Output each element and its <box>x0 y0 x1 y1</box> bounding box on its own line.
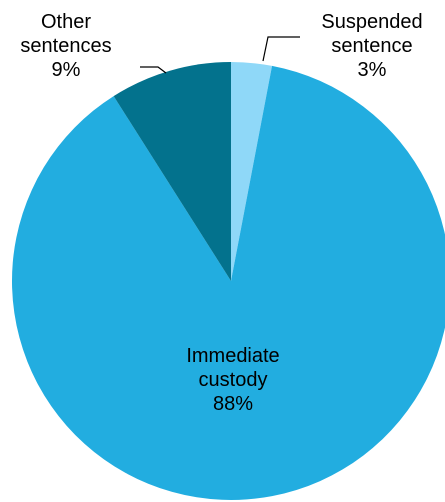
slice-category-label: Other <box>41 11 91 33</box>
pie-slice-immediate-custody <box>11 65 445 500</box>
slice-category-label: Suspended <box>321 11 422 33</box>
pie-slice-other-sentences <box>113 62 231 281</box>
slice-value-label: 88% <box>213 393 253 415</box>
leader-line <box>140 66 167 74</box>
leader-line <box>262 36 300 62</box>
slice-category-label: sentences <box>20 35 111 57</box>
slice-value-label: 3% <box>358 59 387 81</box>
slice-category-label: sentence <box>331 35 412 57</box>
slice-category-label: Immediate <box>186 345 279 367</box>
slice-value-label: 9% <box>52 59 81 81</box>
pie-slice-suspended-sentence <box>231 62 273 281</box>
slice-category-label: custody <box>199 369 268 391</box>
slices-layer <box>11 62 445 500</box>
